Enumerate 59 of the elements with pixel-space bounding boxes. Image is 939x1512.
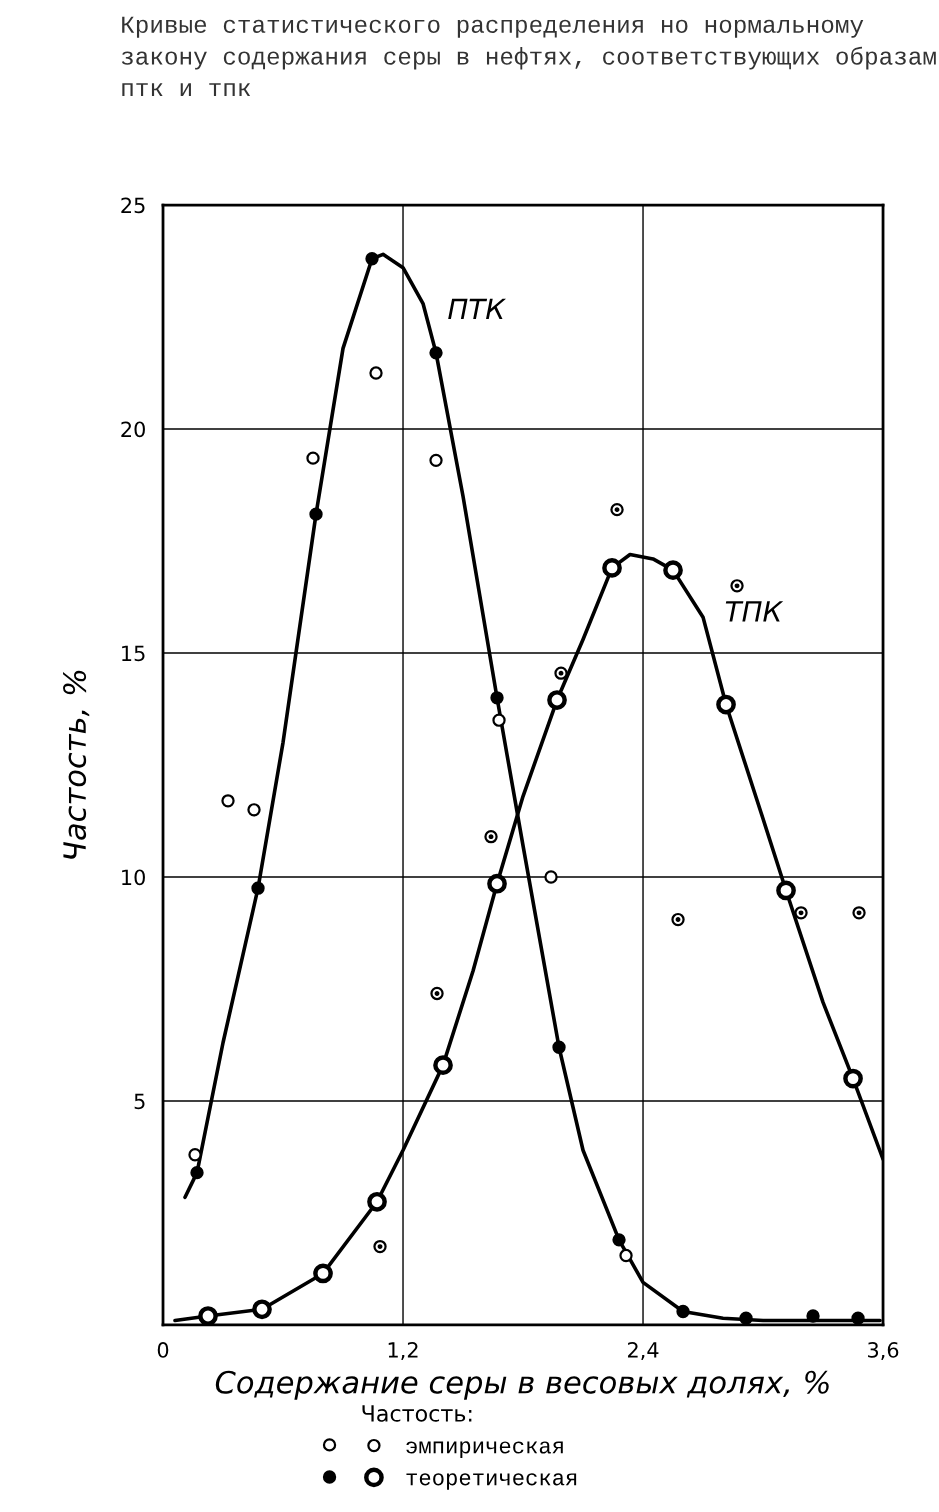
x-tick-label: 1,2 — [388, 1342, 418, 1360]
point — [554, 666, 568, 680]
point — [552, 1040, 566, 1054]
point — [851, 1311, 865, 1325]
x-tick-label: 3,6 — [868, 1342, 899, 1360]
point — [602, 558, 622, 578]
point — [188, 1148, 202, 1162]
point — [365, 252, 379, 266]
point — [492, 713, 506, 727]
point — [794, 906, 808, 920]
point — [313, 1263, 333, 1284]
point — [676, 1304, 690, 1319]
legend-label: теоретическая — [406, 1473, 577, 1490]
annotation: ТПК — [725, 601, 784, 622]
point — [806, 1309, 820, 1323]
y-tick-label: 15 — [122, 645, 145, 662]
point — [739, 1311, 753, 1325]
y-axis-title: Частость, % — [63, 670, 90, 859]
y-tick-label: 25 — [121, 197, 145, 214]
point — [852, 906, 866, 920]
point — [544, 870, 558, 884]
annotation: ПТК — [448, 298, 507, 320]
point — [190, 1165, 204, 1180]
point — [429, 453, 443, 468]
point — [430, 986, 444, 1001]
point — [776, 880, 796, 901]
point — [306, 451, 320, 465]
x-axis-title: Содержание серы в весовых долях, % — [215, 1370, 829, 1400]
point — [487, 873, 507, 894]
point — [251, 881, 265, 895]
point — [429, 346, 443, 360]
point — [619, 1248, 633, 1263]
point — [221, 794, 235, 808]
legend-label: эмпирическая — [406, 1441, 563, 1458]
y-tick-label: 20 — [121, 421, 145, 438]
y-tick-label: 5 — [134, 1093, 145, 1110]
point — [433, 1055, 453, 1075]
point — [610, 502, 624, 517]
point — [373, 1239, 387, 1254]
point — [490, 691, 504, 705]
point — [369, 366, 383, 380]
point — [198, 1306, 218, 1325]
point — [612, 1233, 626, 1247]
point — [716, 694, 736, 715]
point — [484, 830, 498, 844]
x-tick-label: 0 — [157, 1342, 169, 1358]
y-tick-label: 10 — [122, 869, 145, 886]
x-tick-label: 2,4 — [627, 1342, 659, 1360]
point — [663, 560, 683, 580]
point — [671, 912, 685, 927]
legend-title: Частость: — [362, 1405, 472, 1422]
point — [730, 579, 744, 593]
point — [547, 690, 567, 710]
point — [252, 1299, 272, 1320]
point — [367, 1191, 387, 1212]
point — [309, 507, 323, 521]
chart-title: Кривые статистического распределения но нормальному закону содержания серы в нефтях, соответствующих образам птк и тпк — [121, 16, 936, 96]
point — [843, 1068, 863, 1089]
point — [247, 803, 261, 817]
